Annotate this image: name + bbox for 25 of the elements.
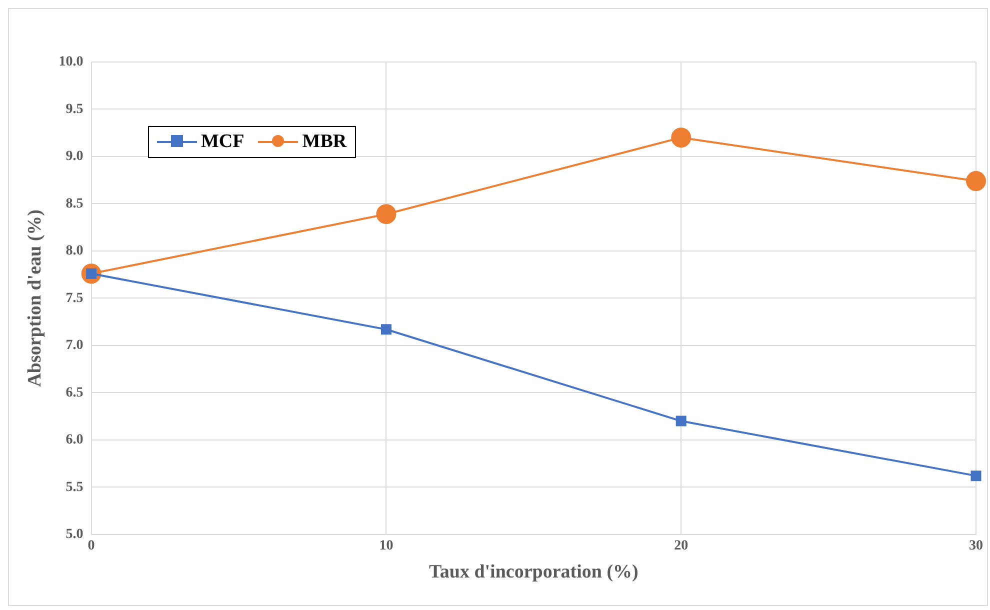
y-tick-label: 9.0 xyxy=(66,149,84,164)
x-tick-label: 30 xyxy=(969,538,983,554)
x-tick-label: 20 xyxy=(674,538,688,554)
y-tick-label: 6.0 xyxy=(66,432,84,448)
y-tick-label: 10.0 xyxy=(58,54,84,70)
x-tick-label: 0 xyxy=(88,538,95,554)
point xyxy=(671,128,692,148)
x-axis-title: Taux d'incorporation (%) xyxy=(428,562,638,583)
y-axis-title: Absorption d'eau (%) xyxy=(24,210,46,387)
y-tick-label: 9.5 xyxy=(66,102,84,117)
point xyxy=(676,416,686,426)
y-tick-label: 8.5 xyxy=(66,196,84,212)
point xyxy=(970,470,982,482)
point xyxy=(380,324,392,335)
y-tick-label: 7.5 xyxy=(66,290,84,306)
y-tick-label: 5.5 xyxy=(66,480,84,495)
point xyxy=(376,204,396,224)
legend-label: MBR xyxy=(302,131,347,153)
y-tick-label: 6.5 xyxy=(66,385,84,400)
y-tick-label: 5.0 xyxy=(66,527,84,542)
y-tick-label: 7.0 xyxy=(66,338,84,354)
legend-label: MCF xyxy=(201,131,244,153)
x-tick-label: 10 xyxy=(379,538,394,554)
y-tick-label: 8.0 xyxy=(66,244,84,259)
point xyxy=(966,171,986,192)
